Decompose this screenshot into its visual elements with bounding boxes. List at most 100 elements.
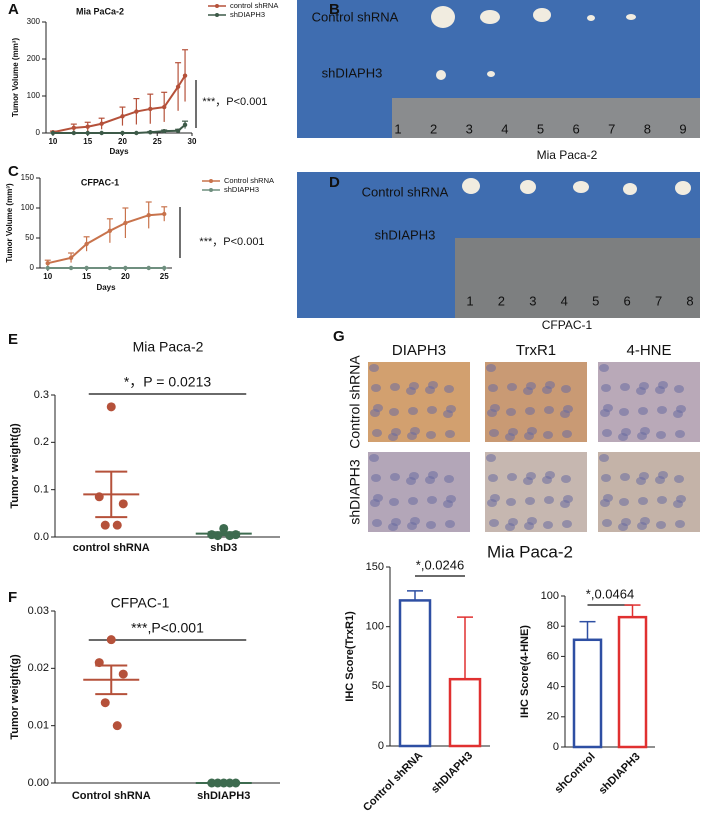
data-point [45, 261, 50, 266]
nucleus [369, 364, 379, 372]
x-tick-label: 10 [48, 137, 57, 146]
nucleus [372, 429, 382, 437]
ruler-number: 4 [501, 121, 508, 136]
annotation: *，P = 0.0213 [124, 374, 212, 390]
data-point [182, 122, 188, 128]
column-header: TrxR1 [516, 342, 556, 359]
legend-label: shDIAPH3 [230, 10, 265, 19]
ruler-b [392, 98, 700, 138]
nucleus [506, 408, 516, 416]
nucleus [527, 517, 537, 525]
nucleus [409, 382, 419, 390]
x-tick-label: control shRNA [73, 542, 150, 554]
ruler-number: 6 [624, 293, 631, 308]
data-point [99, 130, 104, 136]
panel-letter: B [329, 1, 340, 18]
nucleus [640, 427, 650, 435]
data-point [175, 128, 181, 133]
y-tick-label: 200 [27, 54, 41, 63]
nucleus [544, 496, 554, 504]
nucleus [373, 494, 383, 502]
y-tick-label: 50 [25, 233, 34, 242]
nucleus [508, 428, 518, 436]
data-point [84, 241, 89, 247]
x-tick-label: Control shRNA [361, 750, 425, 814]
data-point [68, 265, 74, 271]
data-point [100, 520, 110, 530]
nucleus [391, 428, 401, 436]
bar [448, 677, 482, 748]
nucleus [488, 474, 498, 482]
nucleus [638, 497, 648, 505]
panel-letter: F [8, 589, 17, 606]
nucleus [489, 429, 499, 437]
y-axis-label: IHC Score(TrxR1) [344, 611, 356, 702]
photo-label: shDIAPH3 [322, 65, 383, 80]
nucleus [562, 520, 572, 528]
data-point [71, 130, 77, 136]
nucleus [657, 496, 667, 504]
nucleus [602, 429, 612, 437]
y-tick-label: 60 [547, 650, 559, 662]
data-point [162, 211, 167, 217]
x-tick-label: shD3 [210, 542, 237, 554]
nucleus [446, 495, 456, 503]
y-tick-label: 100 [366, 621, 384, 633]
nucleus [391, 518, 401, 526]
nucleus [561, 475, 571, 483]
nucleus [620, 383, 630, 391]
nucleus [601, 384, 611, 392]
nucleus [408, 407, 418, 415]
nucleus [638, 407, 648, 415]
x-tick-label: Control shRNA [72, 790, 151, 802]
annotation: *,0.0246 [416, 557, 464, 572]
nucleus [371, 474, 381, 482]
y-tick-label: 0 [30, 263, 35, 272]
y-axis-label: Tumor Volume (mm³) [5, 183, 14, 263]
row-label: Control shRNA [347, 355, 363, 449]
nucleus [486, 364, 496, 372]
photo-caption: Mia Paca-2 [537, 148, 598, 162]
legend-dot [215, 4, 219, 8]
y-tick-label: 0.00 [28, 777, 49, 789]
ruler-number: 7 [608, 121, 615, 136]
series-line [47, 213, 165, 265]
x-tick-label: shDIAPH3 [429, 750, 475, 796]
data-point [85, 124, 90, 129]
panel-letter: C [8, 163, 19, 180]
nucleus [525, 407, 535, 415]
data-point [100, 698, 110, 708]
nucleus [507, 473, 517, 481]
y-tick-label: 0.02 [28, 662, 49, 674]
x-tick-label: 25 [153, 137, 162, 146]
data-point [50, 130, 56, 136]
nucleus [639, 382, 649, 390]
x-axis-label: Days [96, 283, 116, 292]
nucleus [371, 384, 381, 392]
nucleus [619, 408, 629, 416]
data-point [123, 265, 128, 271]
row-label: shDIAPH3 [347, 459, 363, 525]
panel-letter: G [333, 328, 345, 345]
nucleus [658, 471, 668, 479]
nucleus [545, 471, 555, 479]
nucleus [445, 430, 455, 438]
nucleus [640, 517, 650, 525]
nucleus [408, 497, 418, 505]
nucleus [545, 381, 555, 389]
y-tick-label: 0 [378, 740, 384, 752]
nucleus [390, 473, 400, 481]
data-point [123, 220, 128, 226]
nucleus [619, 498, 629, 506]
data-point [107, 228, 113, 233]
photo-label: shDIAPH3 [375, 227, 436, 242]
nucleus [490, 404, 500, 412]
data-point [134, 109, 139, 114]
y-tick-label: 20 [547, 711, 559, 723]
nucleus [561, 385, 571, 393]
bar [617, 615, 648, 749]
nucleus [656, 431, 666, 439]
nucleus [657, 406, 667, 414]
nucleus [389, 408, 399, 416]
nucleus [490, 494, 500, 502]
